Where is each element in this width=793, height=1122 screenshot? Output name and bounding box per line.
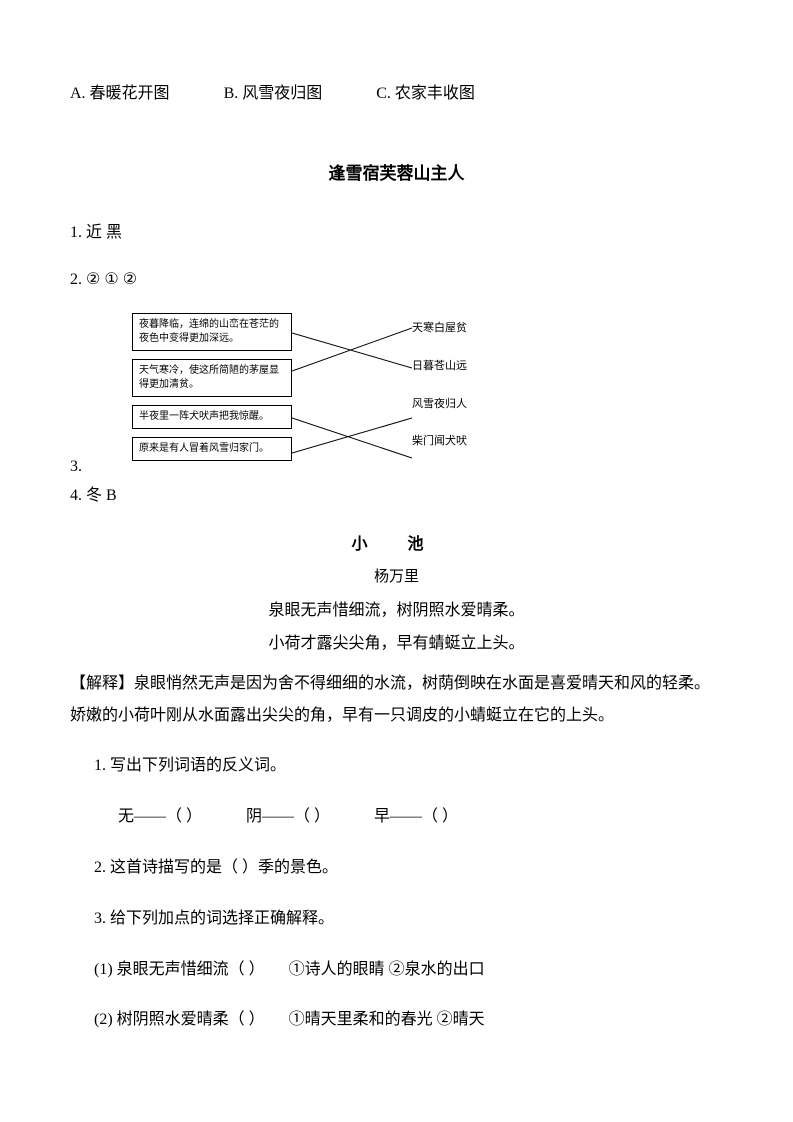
poem-line-1: 泉眼无声惜细流，树阴照水爱晴柔。: [70, 597, 723, 626]
blank-2: 阴——（ ）: [246, 803, 330, 832]
option-a: A. 春暖花开图: [70, 80, 170, 109]
option-c: C. 农家丰收图: [376, 80, 475, 109]
question-3-sub2: (2) 树阴照水爱晴柔（ ） ①晴天里柔和的春光 ②晴天: [70, 1006, 723, 1035]
answer-3-num: 3.: [70, 453, 82, 482]
poem-author: 杨万里: [70, 564, 723, 591]
diagram-label-2: 日暮苍山远: [412, 357, 467, 377]
diagram-box-4: 原来是有人冒着风雪归家门。: [132, 437, 292, 461]
question-3: 3. 给下列加点的词选择正确解释。: [70, 905, 723, 934]
diagram-label-1: 天寒白屋贫: [412, 319, 467, 339]
poem-explanation: 【解释】泉眼悄然无声是因为舍不得细细的水流，树荫倒映在水面是喜爱晴天和风的轻柔。…: [70, 668, 723, 732]
diagram-boxes: 夜暮降临，连绵的山峦在苍茫的夜色中变得更加深远。 天气寒冷，使这所简陋的茅屋显得…: [132, 313, 292, 461]
question-2: 2. 这首诗描写的是（ ）季的景色。: [70, 854, 723, 883]
option-b: B. 风雪夜归图: [224, 80, 323, 109]
poem-title: 小 池: [70, 531, 723, 560]
diagram-label-3: 风雪夜归人: [412, 395, 467, 415]
diagram-box-3: 半夜里一阵犬吠声把我惊醒。: [132, 405, 292, 429]
answer-1: 1. 近 黑: [70, 219, 723, 248]
blank-3: 早——（ ）: [374, 803, 458, 832]
question-3-sub1: (1) 泉眼无声惜细流（ ） ①诗人的眼睛 ②泉水的出口: [70, 956, 723, 985]
q3-sub2-text: (2) 树阴照水爱晴柔（ ）: [94, 1011, 265, 1028]
answer-2: 2. ② ① ②: [70, 266, 723, 295]
diagram-label-4: 柴门闻犬吠: [412, 432, 467, 452]
question-1: 1. 写出下列词语的反义词。: [70, 752, 723, 781]
question-1-blanks: 无——（ ） 阴——（ ） 早——（ ）: [70, 803, 723, 832]
poem-line-2: 小荷才露尖尖角，早有蜻蜓立上头。: [70, 630, 723, 659]
blank-1: 无——（ ）: [118, 803, 202, 832]
answer-section-title: 逢雪宿芙蓉山主人: [70, 159, 723, 190]
diagram-lines: [292, 313, 412, 473]
diagram-box-1: 夜暮降临，连绵的山峦在苍茫的夜色中变得更加深远。: [132, 313, 292, 351]
answer-3-diagram: 3. 夜暮降临，连绵的山峦在苍茫的夜色中变得更加深远。 天气寒冷，使这所简陋的茅…: [70, 313, 723, 482]
options-row: A. 春暖花开图 B. 风雪夜归图 C. 农家丰收图: [70, 80, 723, 109]
q3-sub2-opts: ①晴天里柔和的春光 ②晴天: [289, 1006, 485, 1035]
q3-sub1-text: (1) 泉眼无声惜细流（ ）: [94, 961, 265, 978]
matching-diagram: 夜暮降临，连绵的山峦在苍茫的夜色中变得更加深远。 天气寒冷，使这所简陋的茅屋显得…: [132, 313, 467, 476]
q3-sub1-opts: ①诗人的眼睛 ②泉水的出口: [289, 956, 485, 985]
answer-4: 4. 冬 B: [70, 482, 723, 511]
diagram-labels: 天寒白屋贫 日暮苍山远 风雪夜归人 柴门闻犬吠: [412, 313, 467, 476]
diagram-box-2: 天气寒冷，使这所简陋的茅屋显得更加清贫。: [132, 359, 292, 397]
